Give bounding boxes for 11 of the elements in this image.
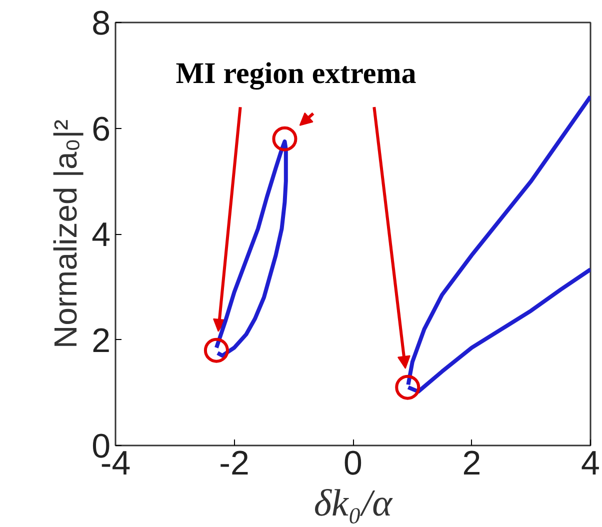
- y-axis-title: Normalized |a₀|²: [48, 119, 84, 349]
- y-tick-label: 4: [92, 216, 111, 254]
- y-tick-label: 6: [92, 110, 111, 148]
- x-tick-label: 2: [462, 444, 482, 482]
- x-tick-label: 4: [581, 444, 600, 482]
- x-tick-label: 0: [344, 444, 362, 482]
- x-tick-label: -2: [219, 444, 250, 482]
- annotation: MI region extrema: [176, 56, 416, 90]
- y-tick-label: 2: [92, 322, 111, 360]
- y-tick-label: 8: [92, 4, 111, 42]
- x-axis-title: δk₀/α: [314, 482, 394, 524]
